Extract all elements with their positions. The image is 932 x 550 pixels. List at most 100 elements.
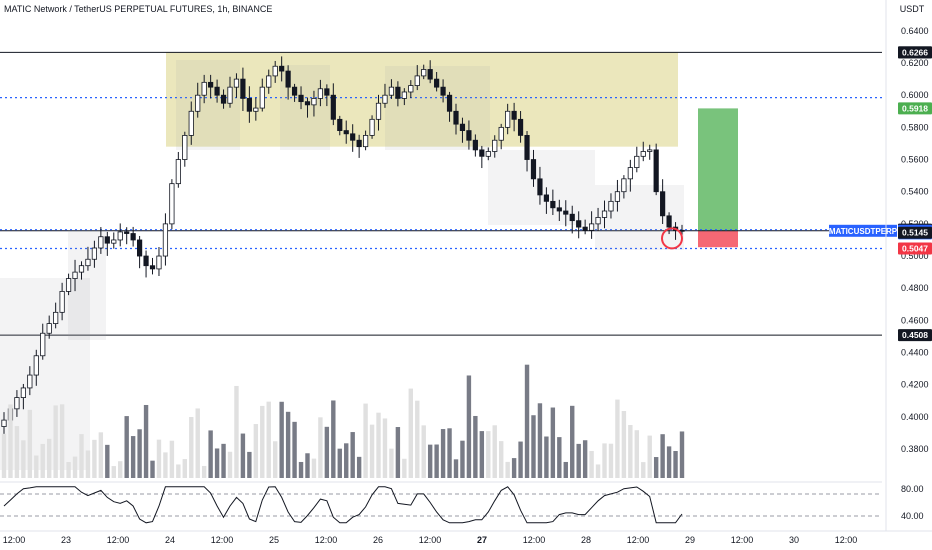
candle-body[interactable]	[537, 178, 543, 196]
candle-body[interactable]	[311, 98, 317, 106]
candle-body[interactable]	[362, 135, 369, 148]
candle-body[interactable]	[337, 118, 343, 131]
candle-body[interactable]	[214, 86, 220, 96]
candle-body[interactable]	[621, 178, 627, 193]
candle-body[interactable]	[246, 98, 252, 112]
candle-body[interactable]	[220, 94, 227, 104]
candle-body[interactable]	[78, 265, 85, 273]
candle-body[interactable]	[666, 215, 672, 228]
candle-body[interactable]	[169, 183, 175, 225]
candle-body[interactable]	[20, 387, 26, 398]
candle-body[interactable]	[350, 133, 356, 141]
candle-body[interactable]	[459, 123, 466, 131]
candle-body[interactable]	[627, 167, 633, 180]
candle-body[interactable]	[589, 223, 595, 231]
candle-body[interactable]	[304, 101, 311, 106]
candle-body[interactable]	[640, 151, 646, 157]
candle-body[interactable]	[414, 75, 420, 86]
candle-body[interactable]	[653, 149, 659, 193]
candle-body[interactable]	[143, 255, 149, 267]
candle-body[interactable]	[14, 397, 20, 410]
candle-body[interactable]	[601, 210, 608, 218]
candle-body[interactable]	[130, 233, 136, 241]
candle-body[interactable]	[136, 239, 143, 257]
candle-body[interactable]	[175, 159, 181, 185]
candle-body[interactable]	[356, 139, 362, 148]
candle-body[interactable]	[259, 86, 265, 109]
candle-body[interactable]	[485, 151, 491, 157]
candle-body[interactable]	[227, 86, 233, 104]
candle-body[interactable]	[421, 69, 427, 77]
candle-body[interactable]	[65, 278, 72, 292]
candle-body[interactable]	[72, 271, 78, 279]
candle-body[interactable]	[614, 191, 621, 202]
candle-body[interactable]	[117, 231, 123, 241]
candle-body[interactable]	[453, 110, 459, 125]
candle-body[interactable]	[104, 236, 110, 244]
candle-body[interactable]	[317, 88, 324, 99]
candle-body[interactable]	[492, 139, 498, 152]
candle-body[interactable]	[85, 258, 91, 267]
candle-body[interactable]	[550, 200, 556, 209]
candle-body[interactable]	[291, 86, 298, 96]
candle-body[interactable]	[679, 229, 685, 232]
candle-body[interactable]	[434, 78, 440, 88]
candle-body[interactable]	[427, 69, 433, 80]
candle-body[interactable]	[98, 236, 104, 249]
candle-body[interactable]	[46, 323, 52, 334]
candle-body[interactable]	[375, 102, 382, 120]
candle-body[interactable]	[511, 110, 517, 120]
candle-body[interactable]	[524, 135, 530, 160]
candle-body[interactable]	[582, 226, 588, 231]
candle-body[interactable]	[395, 86, 401, 99]
candle-body[interactable]	[182, 135, 188, 160]
candle-body[interactable]	[446, 94, 453, 112]
candle-body[interactable]	[517, 118, 524, 136]
candle-body[interactable]	[188, 110, 194, 136]
candle-body[interactable]	[608, 200, 614, 212]
candle-body[interactable]	[266, 75, 272, 88]
candle-body[interactable]	[33, 355, 39, 376]
candle-body[interactable]	[233, 78, 240, 88]
candle-body[interactable]	[208, 81, 214, 88]
candle-body[interactable]	[298, 94, 304, 103]
candle-body[interactable]	[272, 65, 278, 77]
candle-body[interactable]	[285, 70, 291, 88]
candle-body[interactable]	[27, 374, 33, 389]
candle-body[interactable]	[149, 265, 156, 270]
candle-body[interactable]	[505, 110, 511, 128]
candle-body[interactable]	[472, 139, 478, 151]
candle-body[interactable]	[543, 194, 550, 202]
candle-body[interactable]	[324, 88, 330, 96]
candle-body[interactable]	[195, 94, 201, 112]
candle-body[interactable]	[401, 91, 407, 99]
candle-body[interactable]	[595, 217, 601, 225]
candle-body[interactable]	[279, 65, 285, 72]
candle-body[interactable]	[1, 419, 7, 427]
candle-body[interactable]	[530, 159, 537, 180]
candle-body[interactable]	[369, 118, 375, 136]
candle-body[interactable]	[91, 247, 97, 260]
candle-body[interactable]	[634, 155, 640, 168]
candle-body[interactable]	[569, 213, 575, 222]
candle-body[interactable]	[382, 94, 388, 104]
candle-body[interactable]	[156, 255, 162, 270]
candle-body[interactable]	[53, 311, 59, 324]
candle-body[interactable]	[556, 207, 562, 212]
candle-body[interactable]	[563, 210, 569, 215]
candle-body[interactable]	[330, 94, 336, 120]
candle-body[interactable]	[111, 239, 117, 244]
candle-body[interactable]	[647, 149, 653, 152]
candle-body[interactable]	[343, 130, 349, 135]
candle-body[interactable]	[388, 86, 395, 96]
candle-body[interactable]	[466, 130, 472, 141]
candle-body[interactable]	[440, 86, 446, 96]
candle-body[interactable]	[253, 107, 259, 112]
candle-body[interactable]	[498, 126, 504, 141]
candle-body[interactable]	[660, 191, 666, 217]
candle-body[interactable]	[479, 149, 485, 157]
candle-body[interactable]	[408, 85, 414, 93]
candle-body[interactable]	[124, 231, 130, 234]
candle-body[interactable]	[40, 332, 46, 357]
